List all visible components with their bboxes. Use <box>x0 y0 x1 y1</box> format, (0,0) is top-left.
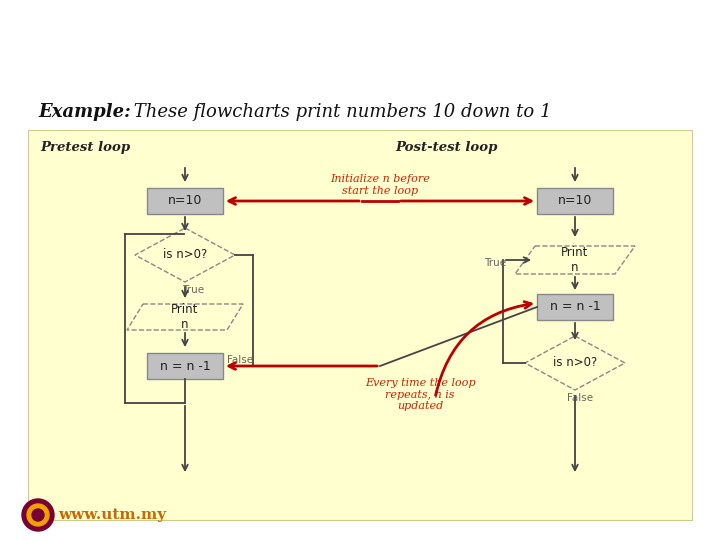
FancyBboxPatch shape <box>147 188 223 214</box>
Circle shape <box>27 504 49 526</box>
Text: n = n -1: n = n -1 <box>160 360 210 373</box>
Polygon shape <box>135 228 235 282</box>
Circle shape <box>22 499 54 531</box>
Polygon shape <box>525 336 625 390</box>
Text: is n>0?: is n>0? <box>163 248 207 261</box>
Circle shape <box>32 509 44 521</box>
Text: Print
n: Print n <box>562 246 589 274</box>
Text: n = n -1: n = n -1 <box>549 300 600 314</box>
Text: is n>0?: is n>0? <box>553 356 597 369</box>
Text: Initialize n before
start the loop: Initialize n before start the loop <box>330 174 430 196</box>
Text: True: True <box>484 258 506 268</box>
Polygon shape <box>515 246 635 274</box>
FancyBboxPatch shape <box>28 130 692 520</box>
Polygon shape <box>127 304 243 330</box>
Text: www.utm.my: www.utm.my <box>58 508 166 522</box>
Text: True: True <box>182 285 204 295</box>
Text: Post-test loop: Post-test loop <box>395 141 498 154</box>
FancyBboxPatch shape <box>537 294 613 320</box>
Text: False: False <box>567 393 593 403</box>
FancyBboxPatch shape <box>537 188 613 214</box>
Text: n=10: n=10 <box>168 194 202 207</box>
Text: False: False <box>227 355 253 365</box>
FancyBboxPatch shape <box>147 353 223 379</box>
Text: Example:: Example: <box>38 103 131 121</box>
Text: Every time the loop
repeats, n is
updated: Every time the loop repeats, n is update… <box>365 378 475 411</box>
Text: These flowcharts print numbers 10 down to 1: These flowcharts print numbers 10 down t… <box>128 103 552 121</box>
Text: Parts of Loop: Parts of Loop <box>11 37 197 62</box>
Text: Pretest loop: Pretest loop <box>40 141 130 154</box>
Text: Print
n: Print n <box>171 303 199 331</box>
Text: n=10: n=10 <box>558 194 592 207</box>
